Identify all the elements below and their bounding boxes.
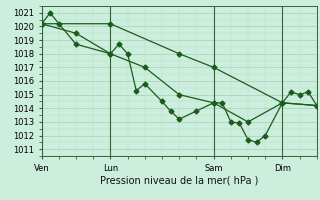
X-axis label: Pression niveau de la mer( hPa ): Pression niveau de la mer( hPa ) [100, 175, 258, 185]
